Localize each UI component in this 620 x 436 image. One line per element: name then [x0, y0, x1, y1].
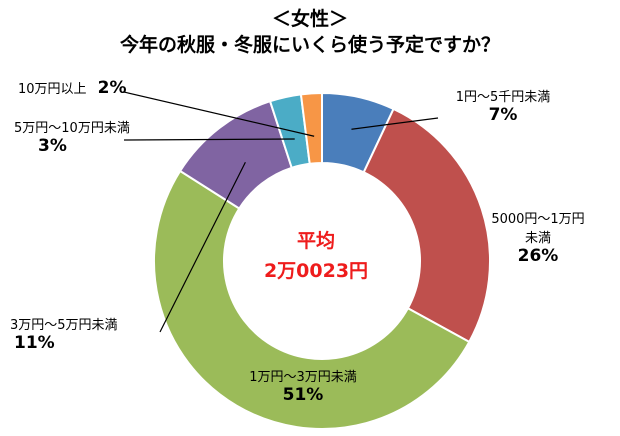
slice-name-4: 3万円～5万円未満 [10, 318, 118, 333]
slice-percent-2: 26% [517, 246, 559, 266]
donut-slice-2 [362, 107, 492, 344]
slice-label-2: 5000円～1万円 未満 26% [478, 208, 598, 266]
slice-label-4: 3万円～5万円未満 11% [10, 314, 118, 353]
slice-label-3: 1万円～3万円未満 51% [228, 366, 378, 405]
slice-name-3: 1万円～3万円未満 [249, 370, 357, 385]
slice-percent-1: 7% [488, 105, 518, 125]
slice-percent-4: 11% [14, 333, 55, 353]
chart-title: ＜女性＞ [271, 8, 348, 30]
leader-line-6 [123, 91, 315, 137]
slice-percent-6: 2% [97, 78, 127, 98]
slice-name-2-line1: 5000円～1万円 [491, 212, 585, 227]
slice-name-6: 10万円以上 [18, 82, 87, 97]
slice-label-1: 1円～5千円未満 7% [428, 86, 578, 125]
slice-name-1: 1円～5千円未満 [455, 90, 551, 105]
slice-percent-5: 3% [38, 136, 67, 156]
donut-slice-6 [299, 91, 323, 165]
average-label: 平均 [296, 230, 335, 252]
leader-line-5 [123, 138, 295, 141]
slice-label-5: 5万円～10万円未満 3% [14, 117, 130, 156]
donut-slice-3 [153, 169, 471, 430]
slice-name-2-line2: 未満 [524, 231, 551, 246]
leader-line-1 [351, 117, 439, 130]
slice-name-5: 5万円～10万円未満 [14, 121, 130, 136]
chart-subtitle: 今年の秋服・冬服にいくら使う予定ですか？ [119, 34, 500, 56]
slice-label-6: 10万円以上 2% [18, 78, 127, 98]
slice-percent-3: 51% [282, 385, 324, 405]
average-value: 2万0023円 [263, 260, 369, 282]
leader-line-4 [159, 161, 246, 333]
